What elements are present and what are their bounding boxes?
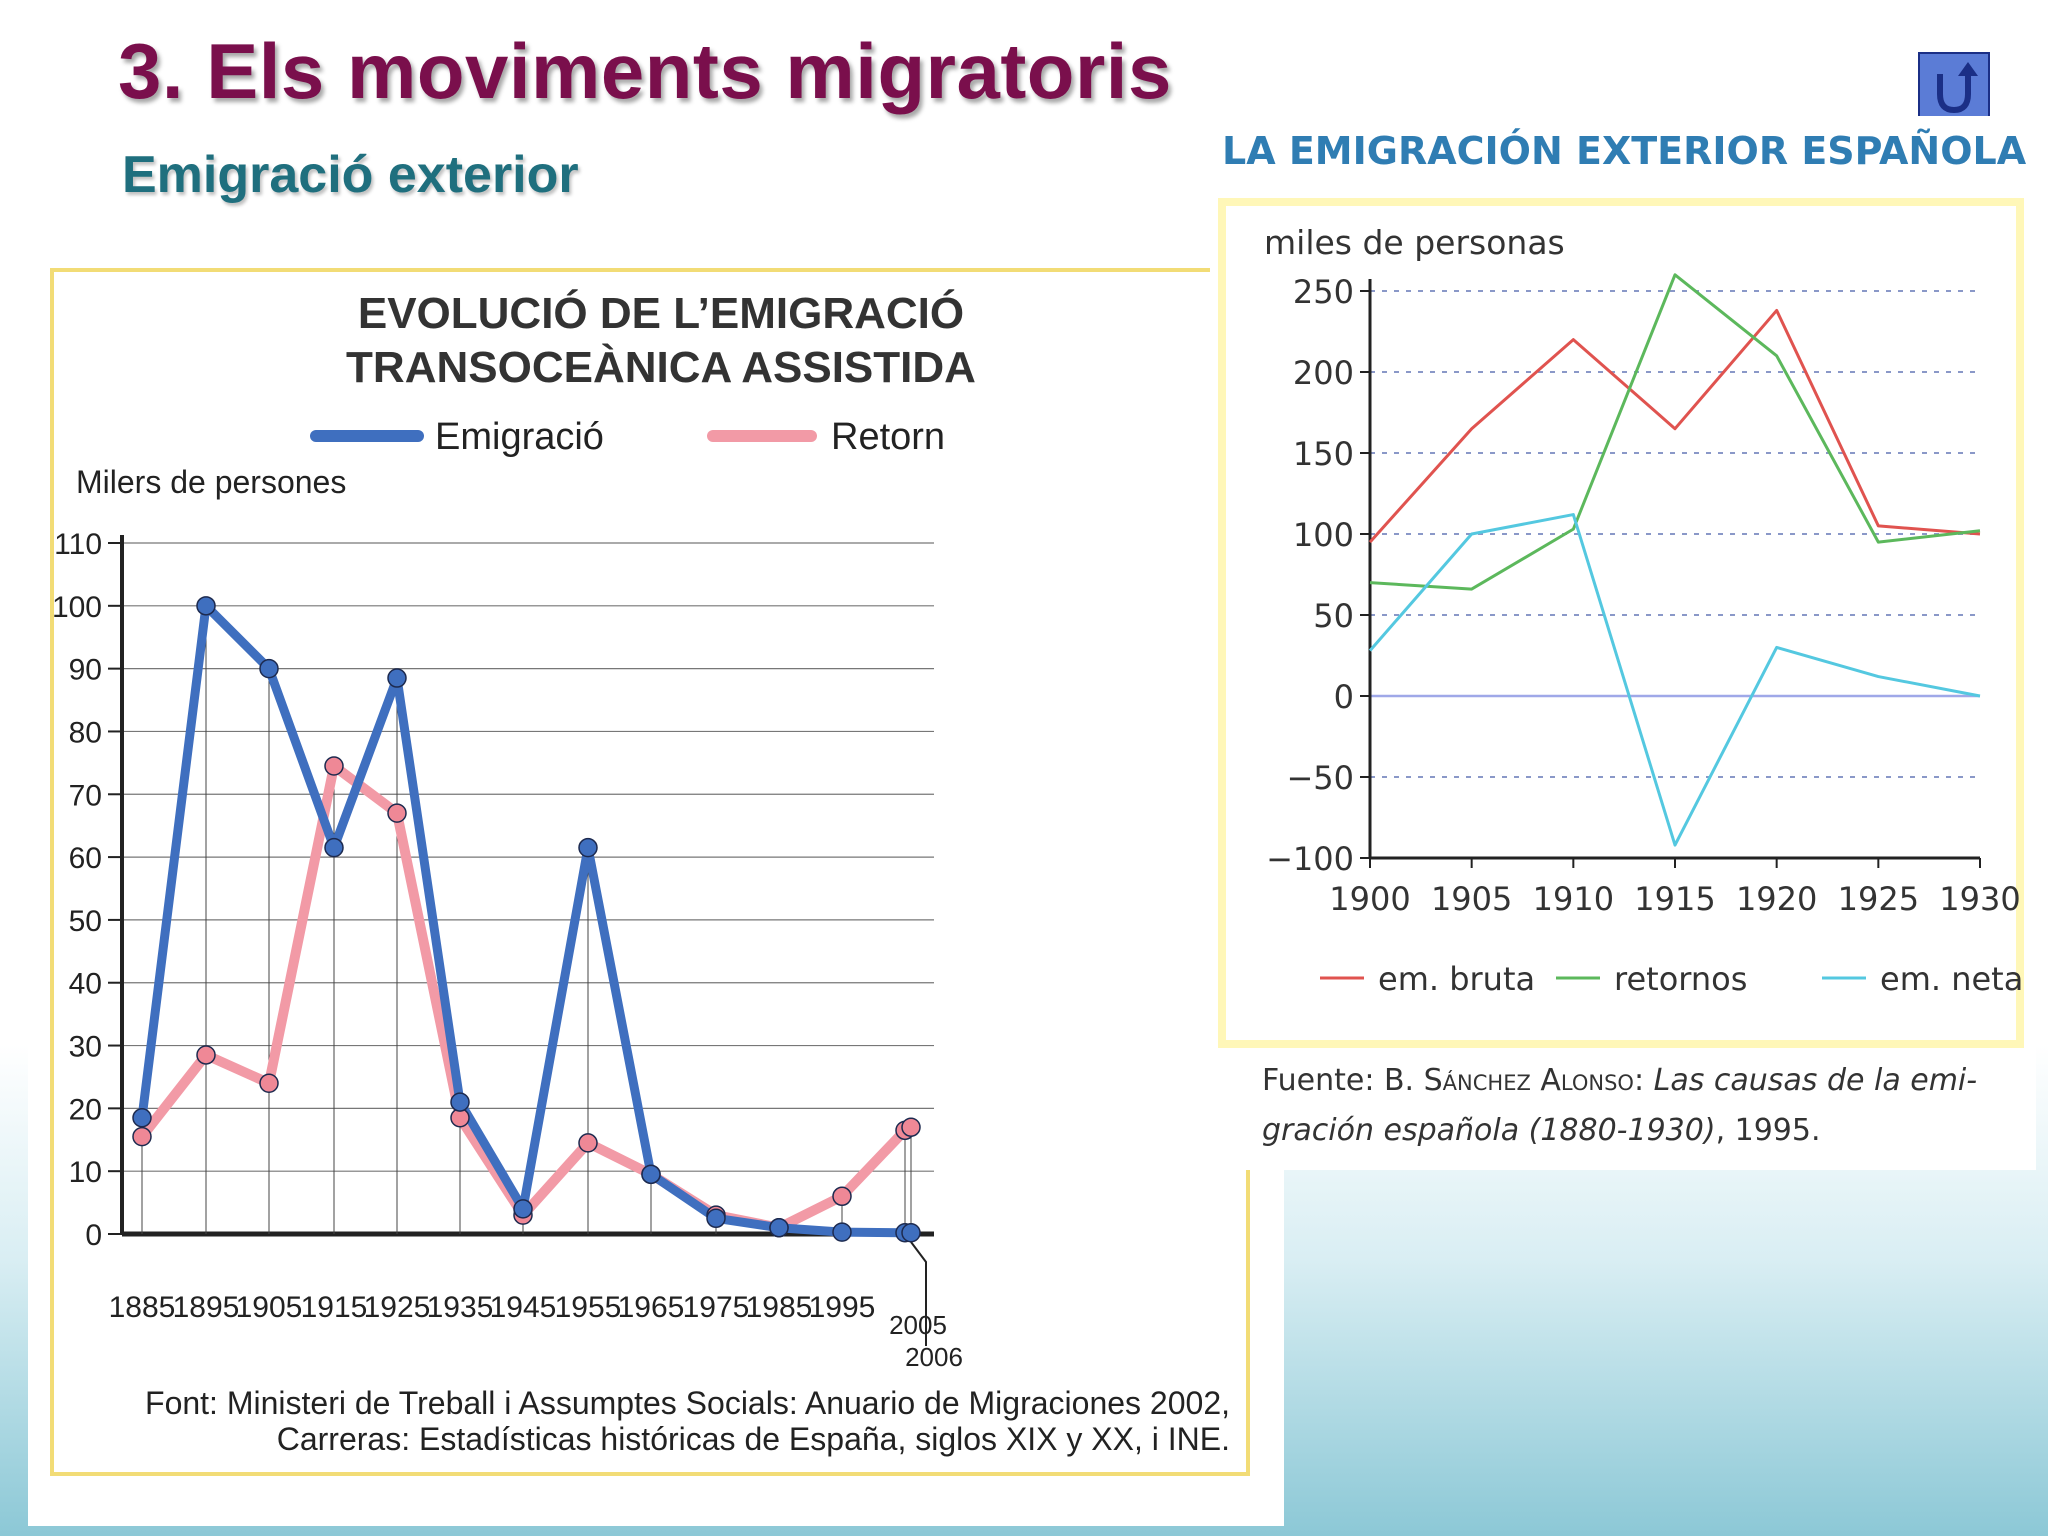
right-y-tick-label: 150 bbox=[1293, 435, 1354, 473]
left-y-tick-label: 60 bbox=[69, 842, 102, 875]
right-y-tick-label: −100 bbox=[1266, 840, 1354, 878]
left-x-tick-label-1935: 1935 bbox=[427, 1291, 494, 1324]
left-point-retorn-1955 bbox=[578, 1133, 598, 1153]
left-x-tick-label-1945: 1945 bbox=[490, 1291, 557, 1324]
back-button[interactable] bbox=[1918, 52, 1990, 122]
left-chart-panel: EVOLUCIÓ DE L’EMIGRACIÓ TRANSOCEÀNICA AS… bbox=[28, 262, 1284, 1526]
left-chart-subtitle: TRANSOCEÀNICA ASSISTIDA bbox=[346, 342, 976, 392]
left-y-tick-label: 20 bbox=[69, 1093, 102, 1126]
legend-retorn-label: Retorn bbox=[831, 416, 945, 458]
left-chart: EVOLUCIÓ DE L’EMIGRACIÓ TRANSOCEÀNICA AS… bbox=[52, 288, 1230, 1457]
right-x-tick-label-1930: 1930 bbox=[1939, 880, 2020, 918]
left-point-emigracio-1955 bbox=[578, 837, 598, 858]
left-series-line-retorn bbox=[138, 761, 914, 1233]
right-chart-panel: LA EMIGRACIÓN EXTERIOR ESPAÑOLA miles de… bbox=[1210, 116, 2036, 1170]
left-y-tick-label: 30 bbox=[69, 1031, 102, 1064]
right-legend-label-em-neta: em. neta bbox=[1880, 960, 2023, 998]
left-point-emigracio-1945 bbox=[513, 1199, 533, 1219]
slide-subtitle: Emigració exterior bbox=[122, 146, 579, 204]
right-x-tick-label-1900: 1900 bbox=[1329, 880, 1410, 918]
left-y-tick-label: 0 bbox=[85, 1219, 102, 1252]
left-point-retorn-1915 bbox=[324, 756, 344, 776]
right-chart-title: LA EMIGRACIÓN EXTERIOR ESPAÑOLA bbox=[1222, 129, 2027, 173]
left-point-emigracio-2006 bbox=[901, 1222, 921, 1243]
left-point-emigracio-1925 bbox=[387, 668, 407, 688]
left-x-tick-label-2006: 2006 bbox=[905, 1342, 963, 1372]
left-x-tick-label-2005: 2005 bbox=[889, 1310, 947, 1340]
left-x-tick-label-1985: 1985 bbox=[746, 1291, 813, 1324]
left-point-emigracio-1885 bbox=[132, 1108, 152, 1128]
left-x-tick-label-1925: 1925 bbox=[364, 1291, 431, 1324]
legend-emigracio-label: Emigració bbox=[435, 416, 604, 458]
right-y-tick-label: 0 bbox=[1334, 678, 1354, 716]
right-chart-frame bbox=[1218, 198, 2024, 1048]
right-series-line-em-bruta bbox=[1368, 308, 1981, 544]
right-y-tick-label: 250 bbox=[1293, 273, 1354, 311]
left-y-tick-label: 80 bbox=[69, 716, 102, 749]
left-point-retorn-1995 bbox=[832, 1186, 852, 1207]
left-x-tick-label-1895: 1895 bbox=[173, 1291, 240, 1324]
left-point-emigracio-1905 bbox=[259, 658, 279, 679]
right-x-tick-label-1915: 1915 bbox=[1634, 880, 1715, 918]
left-point-emigracio-1935 bbox=[450, 1092, 470, 1112]
left-point-retorn-1905 bbox=[259, 1073, 279, 1093]
right-series-line-retornos bbox=[1369, 273, 1981, 591]
left-point-emigracio-1975 bbox=[706, 1208, 726, 1229]
right-series-line-em-neta bbox=[1368, 513, 1981, 847]
left-point-retorn-2006 bbox=[901, 1117, 921, 1137]
left-x-tick-label-1965: 1965 bbox=[618, 1291, 685, 1324]
left-point-emigracio-1995 bbox=[832, 1222, 852, 1242]
return-arrow-icon bbox=[1937, 62, 1978, 114]
right-x-tick-label-1920: 1920 bbox=[1736, 880, 1817, 918]
left-point-retorn-1885 bbox=[132, 1126, 152, 1147]
right-y-tick-label: 200 bbox=[1293, 354, 1354, 392]
left-point-emigracio-1985 bbox=[769, 1217, 789, 1238]
left-y-axis-label: Milers de persones bbox=[76, 464, 346, 500]
right-chart: LA EMIGRACIÓN EXTERIOR ESPAÑOLA miles de… bbox=[1222, 129, 2027, 1148]
right-x-tick-label-1910: 1910 bbox=[1533, 880, 1614, 918]
slide-title: 3. Els moviments migratoris bbox=[118, 27, 1172, 115]
left-source-line-2: Carreras: Estadísticas históricas de Esp… bbox=[277, 1421, 1230, 1457]
right-source-line-2: gración española (1880-1930), 1995. bbox=[1262, 1113, 1821, 1148]
left-source-line-1: Font: Ministeri de Treball i Assumptes S… bbox=[145, 1385, 1230, 1421]
left-x-tick-label-1975: 1975 bbox=[683, 1291, 750, 1324]
left-y-tick-label: 90 bbox=[69, 654, 102, 687]
right-x-tick-label-1925: 1925 bbox=[1838, 880, 1919, 918]
right-x-tick-label-1905: 1905 bbox=[1431, 880, 1512, 918]
left-y-tick-label: 40 bbox=[69, 968, 102, 1001]
left-y-tick-label: 50 bbox=[69, 905, 102, 938]
left-y-tick-label: 100 bbox=[52, 591, 102, 624]
left-chart-title: EVOLUCIÓ DE L’EMIGRACIÓ bbox=[358, 288, 964, 338]
left-x-tick-label-1955: 1955 bbox=[555, 1291, 622, 1324]
right-source-line-1: Fuente: B. Sánchez Alonso: Las causas de… bbox=[1262, 1063, 1977, 1098]
left-point-emigracio-1965 bbox=[641, 1164, 661, 1185]
left-2006-leader bbox=[910, 1241, 927, 1346]
right-y-tick-label: −50 bbox=[1286, 759, 1354, 797]
right-y-tick-label: 50 bbox=[1313, 597, 1354, 635]
left-y-tick-label: 10 bbox=[69, 1156, 102, 1189]
left-point-retorn-1895 bbox=[196, 1045, 216, 1065]
left-x-tick-label-1905: 1905 bbox=[236, 1291, 303, 1324]
left-x-tick-label-1995: 1995 bbox=[809, 1291, 876, 1324]
left-x-tick-label-1915: 1915 bbox=[301, 1291, 368, 1324]
right-legend-label-em-bruta: em. bruta bbox=[1378, 960, 1535, 998]
left-x-tick-label-1885: 1885 bbox=[109, 1291, 176, 1324]
left-point-emigracio-1895 bbox=[196, 596, 216, 616]
left-series-line-emigracio bbox=[137, 601, 911, 1238]
right-y-axis-label: miles de personas bbox=[1264, 223, 1565, 262]
left-y-tick-label: 110 bbox=[54, 528, 102, 561]
left-chart-frame bbox=[50, 268, 1250, 1476]
left-y-tick-label: 70 bbox=[69, 779, 102, 812]
right-legend-label-retornos: retornos bbox=[1614, 960, 1747, 998]
left-point-emigracio-1915 bbox=[324, 837, 344, 858]
left-point-retorn-1925 bbox=[387, 803, 407, 823]
right-y-tick-label: 100 bbox=[1293, 516, 1354, 554]
